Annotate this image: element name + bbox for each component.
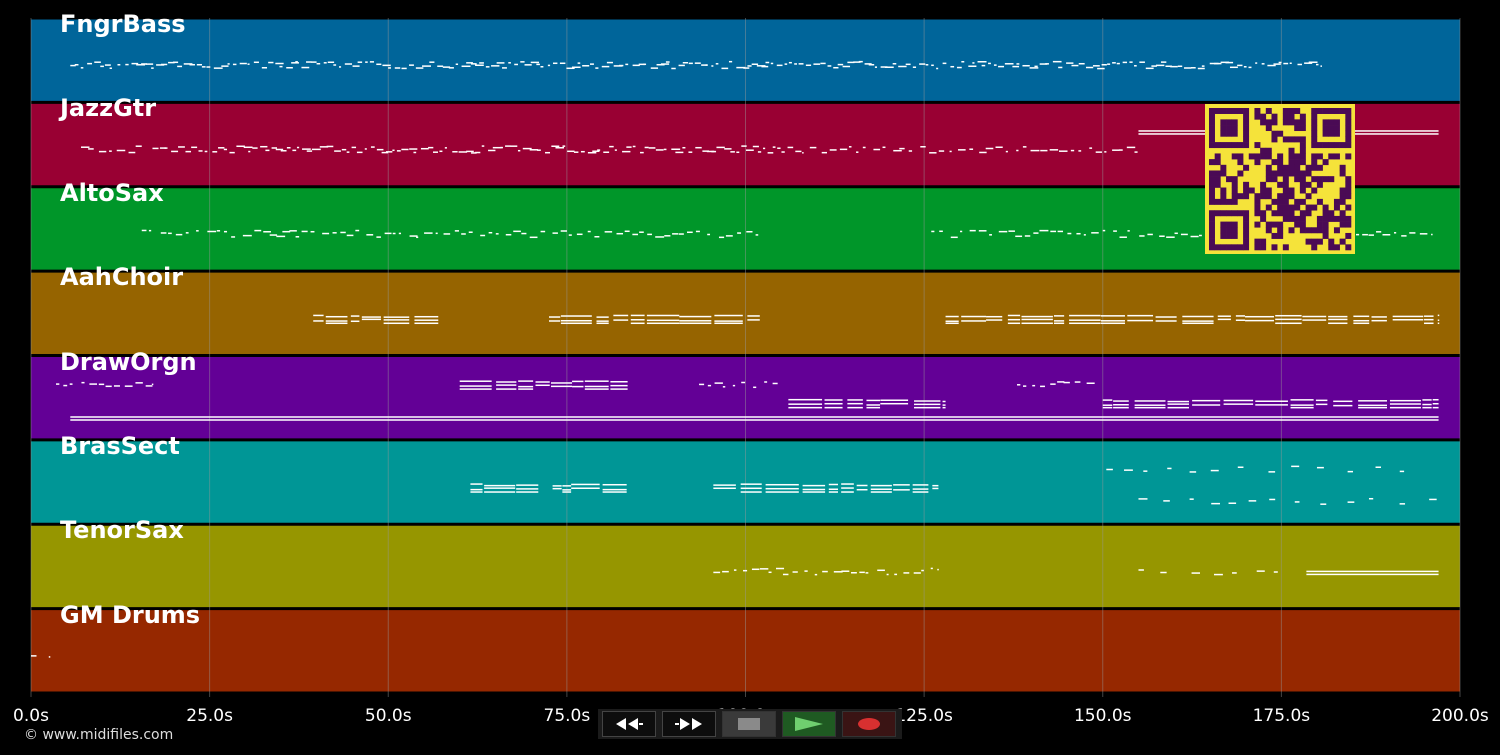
note-segment xyxy=(470,483,539,493)
note-segment xyxy=(31,655,51,658)
play-icon xyxy=(795,717,823,731)
track-lane xyxy=(31,357,1460,439)
note-segment xyxy=(459,380,628,390)
note-segment xyxy=(552,483,627,493)
note-segment xyxy=(1138,497,1437,505)
time-tick-label: 75.0s xyxy=(543,706,591,726)
note-segment xyxy=(1102,398,1439,409)
rewind-icon xyxy=(616,718,643,730)
track-lane xyxy=(31,525,1460,608)
play-button[interactable] xyxy=(782,711,836,737)
time-tick-label: 175.0s xyxy=(1252,706,1311,726)
stop-icon xyxy=(738,718,760,730)
note-segment xyxy=(713,483,939,493)
note-segment xyxy=(788,398,946,409)
track-name: DrawOrgn xyxy=(60,347,197,376)
track-lane xyxy=(31,19,1460,101)
record-icon xyxy=(858,718,880,730)
note-segment xyxy=(699,381,778,389)
note-segment xyxy=(56,381,154,388)
time-tick-label: 150.0s xyxy=(1073,706,1132,726)
copyright-text: © www.midifiles.com xyxy=(24,727,174,743)
record-button[interactable] xyxy=(842,711,896,737)
stop-button[interactable] xyxy=(722,711,776,737)
note-segment xyxy=(141,229,759,239)
fast-forward-button[interactable] xyxy=(662,711,716,737)
time-tick-label: 125.0s xyxy=(895,706,953,726)
note-segment xyxy=(1017,381,1095,388)
note-segment xyxy=(70,416,1439,421)
time-tick-label: 50.0s xyxy=(364,706,412,726)
note-segment xyxy=(549,314,760,325)
track-name: JazzGtr xyxy=(60,94,157,123)
track-lane xyxy=(31,441,1460,523)
qr-code-icon[interactable] xyxy=(1205,104,1355,254)
note-segment xyxy=(152,145,804,154)
note-segment xyxy=(1306,570,1439,576)
note-segment xyxy=(81,145,142,154)
note-segment xyxy=(313,314,439,325)
note-segment xyxy=(70,60,1322,70)
track-name: TenorSax xyxy=(60,516,184,545)
track-name: BrasSect xyxy=(60,431,180,460)
transport-controls xyxy=(598,709,902,739)
time-tick-label: 0.0s xyxy=(13,706,49,726)
track-name: AahChoir xyxy=(60,263,184,292)
note-segment xyxy=(713,567,939,576)
time-tick-label: 200.0s xyxy=(1431,706,1489,726)
note-segment xyxy=(809,146,1138,154)
track-lane xyxy=(31,610,1460,692)
note-segment xyxy=(1138,569,1278,576)
fast-forward-icon xyxy=(675,718,702,730)
track-name: FngrBass xyxy=(60,10,186,38)
time-tick-label: 25.0s xyxy=(186,706,233,726)
track-lane xyxy=(31,272,1460,354)
note-segment xyxy=(1106,465,1405,473)
track-name: AltoSax xyxy=(60,178,164,207)
note-segment xyxy=(945,314,1440,325)
rewind-button[interactable] xyxy=(602,711,656,737)
track-name: GM Drums xyxy=(60,600,201,629)
